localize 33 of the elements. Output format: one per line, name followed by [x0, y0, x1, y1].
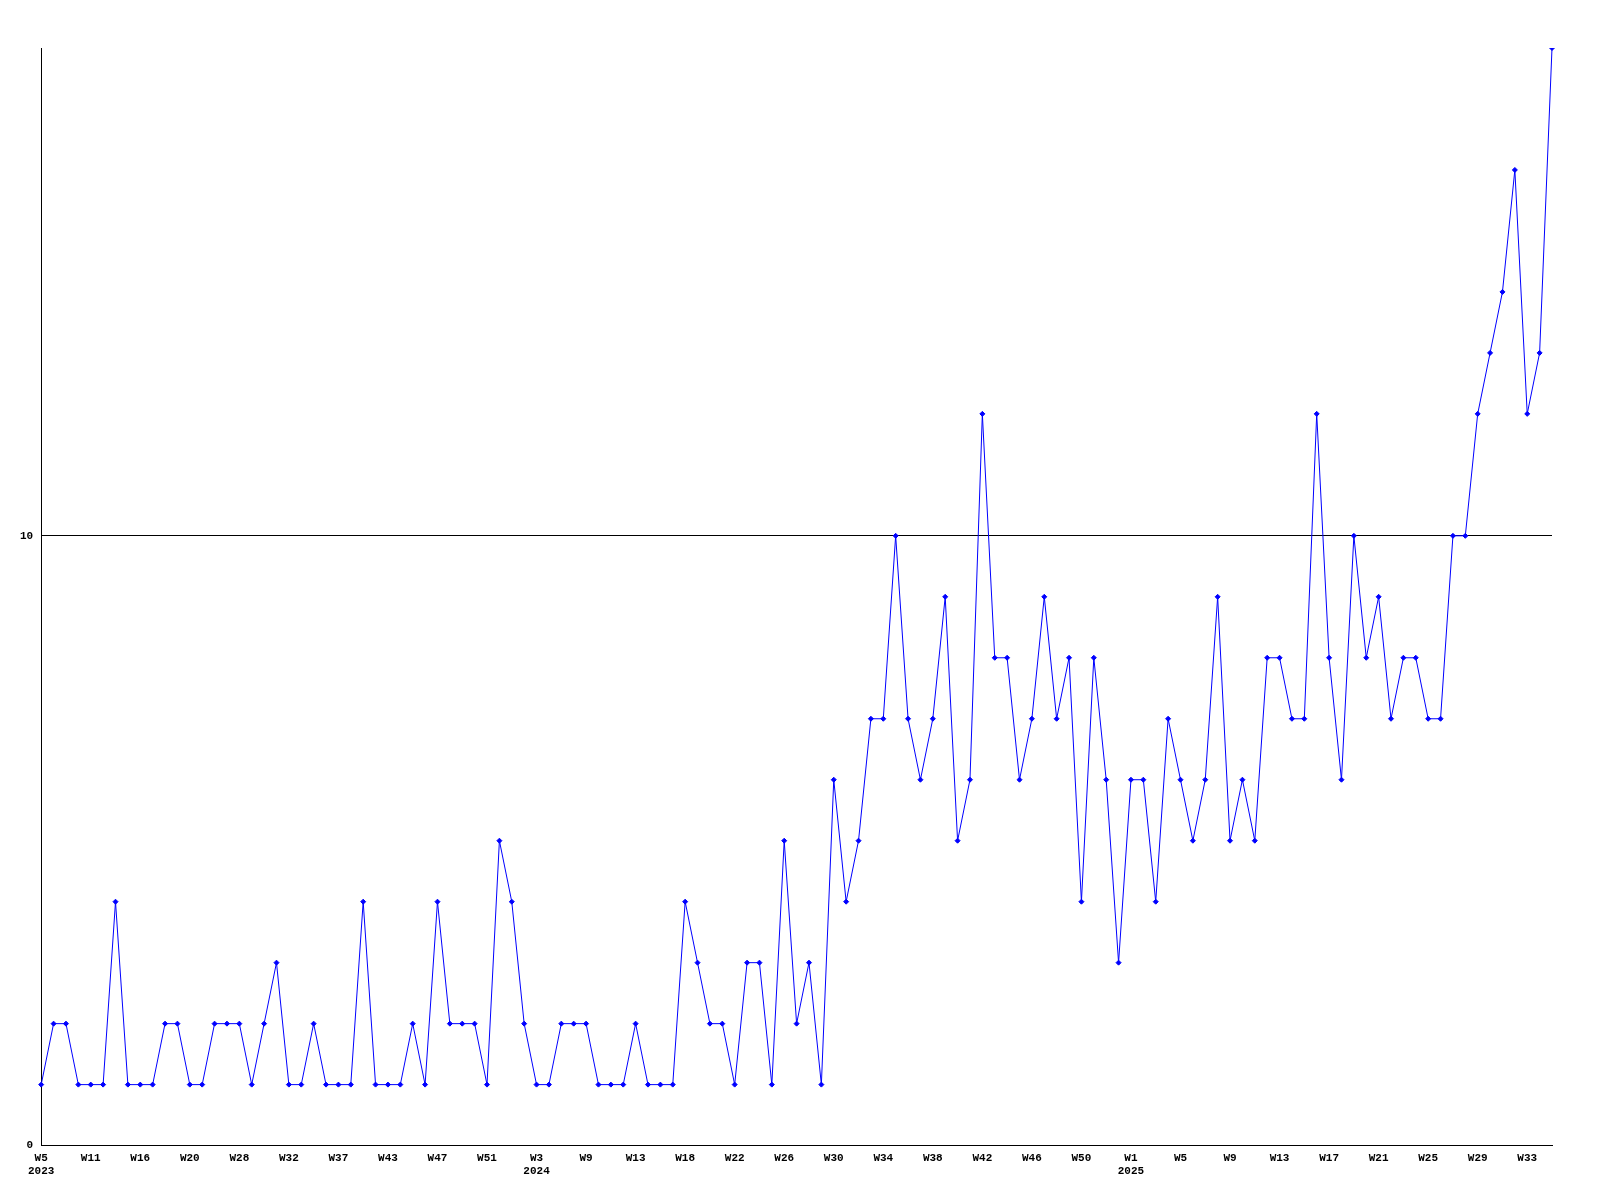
y-tick-label: 0 — [26, 1139, 34, 1152]
x-tick-label: W11 — [80, 1151, 102, 1164]
x-tick-label: W43 — [378, 1151, 399, 1164]
x-tick-label: W28 — [229, 1151, 250, 1164]
x-tick-label: W9 — [579, 1151, 593, 1164]
y-tick-label: 10 — [20, 529, 34, 542]
x-tick-label: W13 — [1269, 1151, 1290, 1164]
x-tick-label: W32 — [278, 1151, 299, 1164]
x-tick-label: W30 — [823, 1151, 844, 1164]
x-tick-label: W50 — [1071, 1151, 1092, 1164]
x-tick-label: W47 — [427, 1151, 448, 1164]
x-tick-label: W29 — [1467, 1151, 1488, 1164]
x-tick-label: W5 — [1173, 1151, 1188, 1164]
x-tick-label: W33 — [1517, 1151, 1538, 1164]
x-tick-label: W3 2024 — [523, 1151, 551, 1178]
x-tick-label: W46 — [1021, 1151, 1042, 1164]
x-tick-label: W18 — [675, 1151, 696, 1164]
x-tick-label: W1 2025 — [1117, 1151, 1145, 1178]
x-tick-label: W38 — [922, 1151, 944, 1164]
x-tick-label: W20 — [179, 1151, 200, 1164]
x-tick-label: W5 2023 — [28, 1151, 55, 1178]
x-tick-label: W37 — [328, 1151, 349, 1164]
x-tick-label: W42 — [972, 1151, 993, 1164]
x-tick-label: W26 — [774, 1151, 795, 1164]
x-tick-label: W17 — [1319, 1151, 1339, 1164]
x-tick-label: W22 — [724, 1151, 745, 1164]
x-tick-label: W51 — [477, 1151, 498, 1164]
x-tick-label: W9 — [1223, 1151, 1237, 1164]
x-tick-label: W21 — [1368, 1151, 1389, 1164]
x-tick-label: W16 — [130, 1151, 151, 1164]
x-tick-label: W25 — [1418, 1151, 1439, 1164]
x-tick-label: W13 — [625, 1151, 646, 1164]
x-tick-label: W34 — [873, 1151, 894, 1164]
